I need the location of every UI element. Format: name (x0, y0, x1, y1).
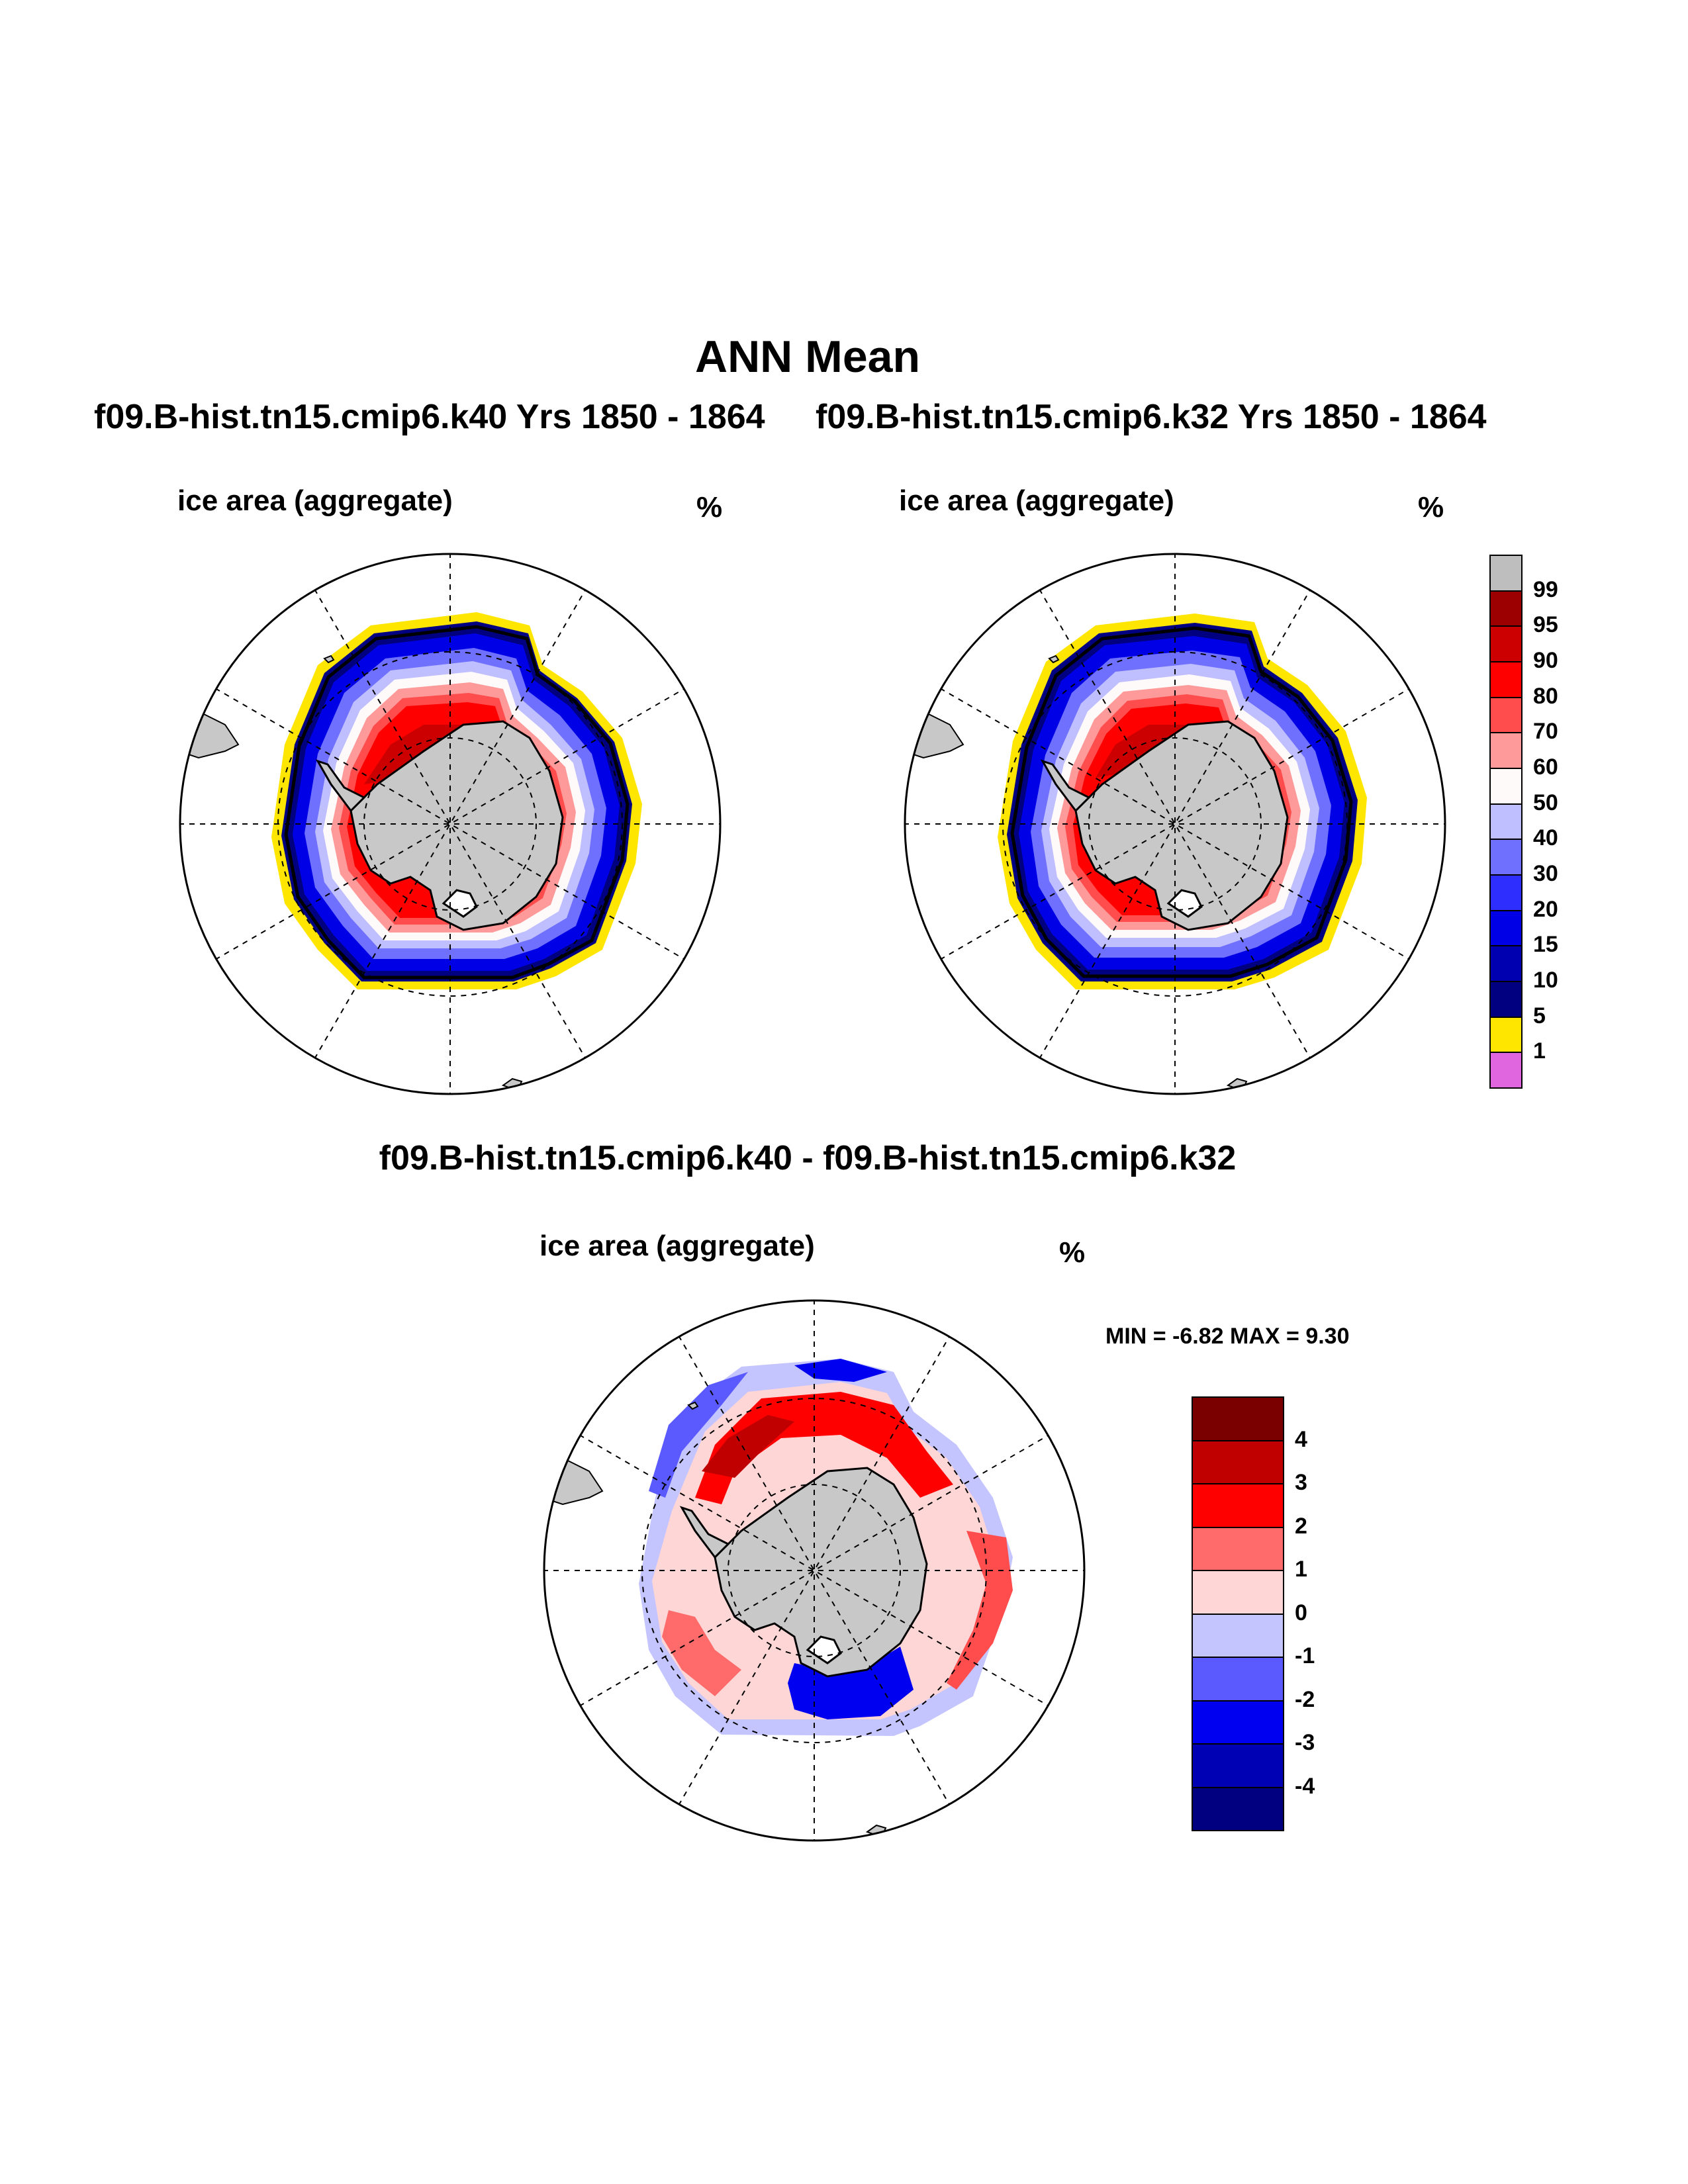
diff-negative-south (788, 1647, 914, 1719)
ross-ice-shelf (806, 1635, 842, 1664)
colorbar-swatch (1489, 696, 1523, 734)
sea-ice-difference-map (543, 1299, 1086, 1842)
antarctic-peninsula (315, 759, 366, 813)
colorbar-swatch (1192, 1526, 1284, 1571)
panel-3-unit-label: % (1059, 1236, 1086, 1269)
colorbar-label: -2 (1295, 1686, 1315, 1712)
graticule (905, 554, 1445, 1094)
panel-3-variable-label: ice area (aggregate) (539, 1230, 815, 1262)
sea-ice-map-k40 (179, 553, 722, 1095)
colorbar-label: 50 (1533, 790, 1558, 815)
colorbar-label: 5 (1533, 1003, 1546, 1028)
colorbar-label: 70 (1533, 719, 1558, 745)
colorbar-swatch (1489, 555, 1523, 592)
panel-1-unit-label: % (696, 491, 723, 523)
colorbar-swatch (1489, 768, 1523, 805)
colorbar-swatch (1489, 1052, 1523, 1089)
colorbar-label: -4 (1295, 1773, 1315, 1799)
ice-edge-contour (284, 625, 630, 979)
colorbar-swatch (1489, 590, 1523, 627)
panel-2-variable-label: ice area (aggregate) (899, 484, 1174, 517)
antarctic-peninsula (679, 1506, 730, 1559)
colorbar-label: 99 (1533, 576, 1558, 602)
ross-ice-shelf (442, 889, 478, 918)
colorbar-label: 60 (1533, 754, 1558, 780)
difference-title: f09.B-hist.tn15.cmip6.k40 - f09.B-hist.t… (379, 1139, 1237, 1177)
colorbar-swatch (1489, 874, 1523, 911)
colorbar-label: 3 (1295, 1470, 1307, 1495)
colorbar-swatch (1489, 732, 1523, 769)
colorbar-swatch (1192, 1613, 1284, 1658)
ross-ice-shelf (1166, 889, 1203, 918)
colorbar-swatch (1192, 1396, 1284, 1441)
diff-strong-positive-north (702, 1415, 794, 1478)
main-title: ANN Mean (694, 332, 921, 382)
colorbar-swatch (1192, 1786, 1284, 1831)
map-border (543, 1299, 1086, 1842)
colorbar-label: 90 (1533, 648, 1558, 673)
island-south-georgia (1048, 655, 1060, 664)
colorbar-label: 15 (1533, 932, 1558, 958)
colorbar-label: 40 (1533, 825, 1558, 851)
colorbar-swatch (1192, 1700, 1284, 1745)
colorbar-swatch (1489, 803, 1523, 841)
colorbar-label: 4 (1295, 1426, 1307, 1452)
colorbar-label: 0 (1295, 1600, 1307, 1625)
map-border (904, 553, 1446, 1095)
diff-positive-east (947, 1531, 1013, 1690)
colorbar-ice-area: 99 95 90 80 70 60 50 40 30 20 15 10 5 1 (1489, 555, 1595, 1091)
sea-ice-map-k32 (904, 553, 1446, 1095)
panel-2-unit-label: % (1418, 491, 1444, 523)
colorbar-swatch (1489, 981, 1523, 1018)
run-title-right: f09.B-hist.tn15.cmip6.k32 Yrs 1850 - 186… (816, 398, 1487, 436)
antarctica-landmass (714, 1467, 928, 1678)
min-max-stats: MIN = -6.82 MAX = 9.30 (1105, 1324, 1350, 1349)
colorbar-label: 2 (1295, 1513, 1307, 1539)
colorbar-swatch (1192, 1483, 1284, 1528)
diff-positive-southwest (662, 1610, 741, 1696)
graticule (544, 1300, 1084, 1841)
colorbar-swatch (1192, 1570, 1284, 1615)
colorbar-difference: 4 3 2 1 0 -1 -2 -3 -4 (1192, 1396, 1337, 1833)
island-south-georgia (687, 1401, 699, 1410)
graticule (180, 554, 720, 1094)
colorbar-label: 95 (1533, 612, 1558, 638)
colorbar-label: 20 (1533, 896, 1558, 922)
colorbar-swatch (1489, 839, 1523, 876)
colorbar-label: 80 (1533, 683, 1558, 709)
colorbar-swatch (1489, 625, 1523, 662)
colorbar-swatch (1489, 661, 1523, 698)
antarctica-landmass (350, 720, 564, 931)
colorbar-swatch (1489, 945, 1523, 982)
colorbar-label: 1 (1295, 1557, 1307, 1582)
diff-negative-top (794, 1359, 887, 1382)
colorbar-label: 1 (1533, 1038, 1546, 1064)
diff-negative-northwest (649, 1372, 748, 1498)
antarctic-peninsula (1040, 759, 1091, 813)
run-title-left: f09.B-hist.tn15.cmip6.k40 Yrs 1850 - 186… (94, 398, 765, 436)
colorbar-swatch (1192, 1439, 1284, 1484)
panel-1-variable-label: ice area (aggregate) (177, 484, 453, 517)
colorbar-swatch (1192, 1657, 1284, 1702)
colorbar-label: -1 (1295, 1643, 1315, 1668)
colorbar-swatch (1489, 1016, 1523, 1054)
colorbar-label: 30 (1533, 861, 1558, 886)
colorbar-swatch (1489, 909, 1523, 947)
island-south-georgia (323, 655, 335, 664)
antarctica-landmass (1074, 720, 1289, 931)
colorbar-swatch (1192, 1743, 1284, 1788)
ice-edge-contour (1010, 626, 1353, 978)
colorbar-label: -3 (1295, 1730, 1315, 1755)
map-border (179, 553, 722, 1095)
colorbar-label: 10 (1533, 968, 1558, 993)
